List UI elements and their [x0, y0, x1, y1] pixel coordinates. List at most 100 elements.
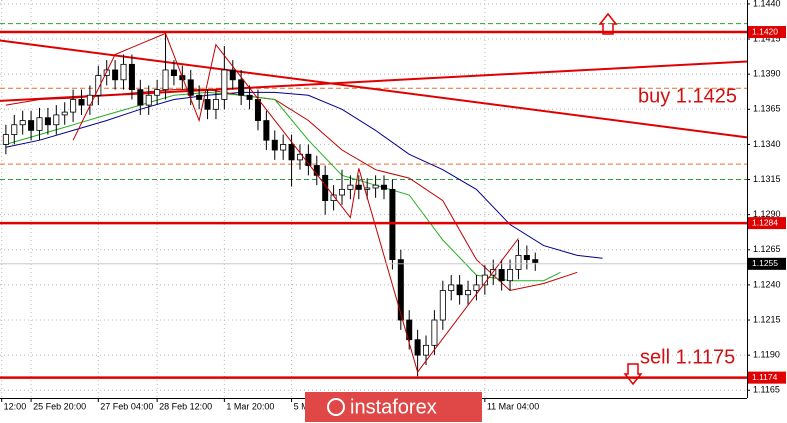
candle-body: [238, 79, 245, 96]
price-tag: [748, 26, 786, 39]
candle-body: [372, 184, 379, 189]
moving-average: [5, 91, 603, 259]
y-tick-label: 1.1290: [753, 209, 781, 219]
price-tag: [748, 371, 786, 384]
candle-body: [70, 99, 77, 113]
x-tick-label: 1 Mar 20:00: [226, 401, 274, 411]
x-tick-label: 28 Feb 12:00: [159, 401, 212, 411]
moving-average: [5, 89, 578, 292]
buy-arrow: [598, 12, 618, 35]
candle-body: [137, 89, 144, 106]
candle-body: [120, 63, 127, 81]
candle-body: [414, 339, 421, 356]
candle-body: [498, 269, 505, 282]
candle-body: [95, 75, 102, 96]
candle-body: [338, 188, 345, 196]
current-price-tag: [748, 257, 786, 270]
zigzag: [72, 32, 519, 374]
trend-line: [0, 60, 748, 102]
y-tick-label: 1.1165: [753, 385, 780, 395]
candle-body: [397, 259, 404, 321]
candle-body: [515, 255, 522, 270]
candle-body: [154, 89, 161, 96]
candle-body: [439, 290, 446, 321]
candle-body: [347, 184, 354, 190]
axes: 1.1440 1.1415 1.1390 1.1365 1.1340 1.1315 1.12…: [1, 0, 786, 411]
trend-line: [0, 39, 748, 139]
annotation: sell 1.1175: [640, 346, 735, 368]
candle-body: [473, 284, 480, 291]
watermark-box: [305, 392, 482, 422]
candle-body: [196, 94, 203, 100]
y-tick-label: 1.1340: [753, 139, 781, 149]
candle-body: [330, 194, 337, 202]
candle-body: [44, 117, 51, 126]
candle-body: [280, 144, 287, 151]
candle-body: [204, 99, 211, 110]
candle-body: [28, 120, 35, 131]
candle-body: [61, 111, 68, 116]
candle-body: [355, 184, 362, 190]
y-tick-label: 1.1440: [753, 0, 781, 8]
y-tick-label: 1.1390: [753, 69, 781, 79]
candle-body: [389, 188, 396, 261]
candle-body: [254, 99, 261, 121]
price-tag-label: 1.1174: [752, 372, 778, 382]
candle-body: [145, 94, 152, 106]
sell-arrow: [623, 363, 643, 386]
candle-body: [423, 344, 430, 356]
plot: [0, 23, 748, 379]
candle-body: [456, 284, 463, 296]
y-tick-label: 1.1190: [753, 350, 780, 360]
x-tick-label: 11 Mar 04:00: [487, 401, 539, 411]
candle-body: [221, 69, 228, 100]
y-tick-label: 1.1365: [753, 104, 781, 114]
y-tick-label: 1.1215: [753, 314, 781, 324]
candle-body: [78, 99, 85, 106]
price-tag-label: 1.1420: [752, 26, 778, 36]
candle-body: [448, 284, 455, 291]
y-tick-label: 1.1315: [753, 174, 781, 184]
candle-body: [162, 69, 169, 91]
candle-body: [229, 69, 236, 81]
candle-body: [2, 134, 9, 145]
x-tick-label: 27 Feb 04:00: [100, 401, 153, 411]
x-tick-label: 12:00: [4, 401, 27, 411]
candle-body: [112, 69, 119, 81]
candle-body: [170, 69, 177, 76]
candle-body: [246, 94, 253, 100]
candle-body: [296, 153, 303, 161]
y-tick-label: 1.1265: [753, 244, 781, 254]
candle-body: [288, 144, 295, 161]
candle-body: [36, 117, 43, 131]
candle-body: [103, 69, 110, 76]
candle-body: [271, 139, 278, 151]
candle-body: [380, 184, 388, 190]
candle-body: [406, 319, 413, 341]
watermark-text: instaforex: [350, 396, 437, 418]
annotation: buy 1.1425: [638, 85, 737, 107]
current-price-label: 1.1255: [752, 258, 778, 268]
x-tick-label: 5 M: [294, 401, 309, 411]
candle-body: [507, 269, 514, 282]
candle-body: [19, 120, 26, 126]
y-tick-label: 1.1415: [753, 33, 781, 43]
candle-body: [431, 319, 438, 346]
candle-body: [364, 187, 371, 190]
candle-body: [263, 120, 270, 141]
candle-body: [187, 79, 194, 96]
price-tag: [748, 217, 786, 230]
candle-body: [523, 255, 530, 261]
watermark: instaforex: [305, 392, 482, 422]
candle-body: [212, 99, 219, 110]
candle-body: [128, 63, 135, 91]
candle-body: [532, 259, 539, 263]
price-tag-label: 1.1284: [752, 217, 778, 227]
candle-body: [86, 94, 93, 106]
candle-body: [11, 124, 18, 135]
y-tick-label: 1.1240: [753, 279, 781, 289]
candle-body: [53, 114, 60, 126]
watermark-logo: [327, 398, 345, 416]
x-tick-label: 25 Feb 20:00: [33, 401, 86, 411]
